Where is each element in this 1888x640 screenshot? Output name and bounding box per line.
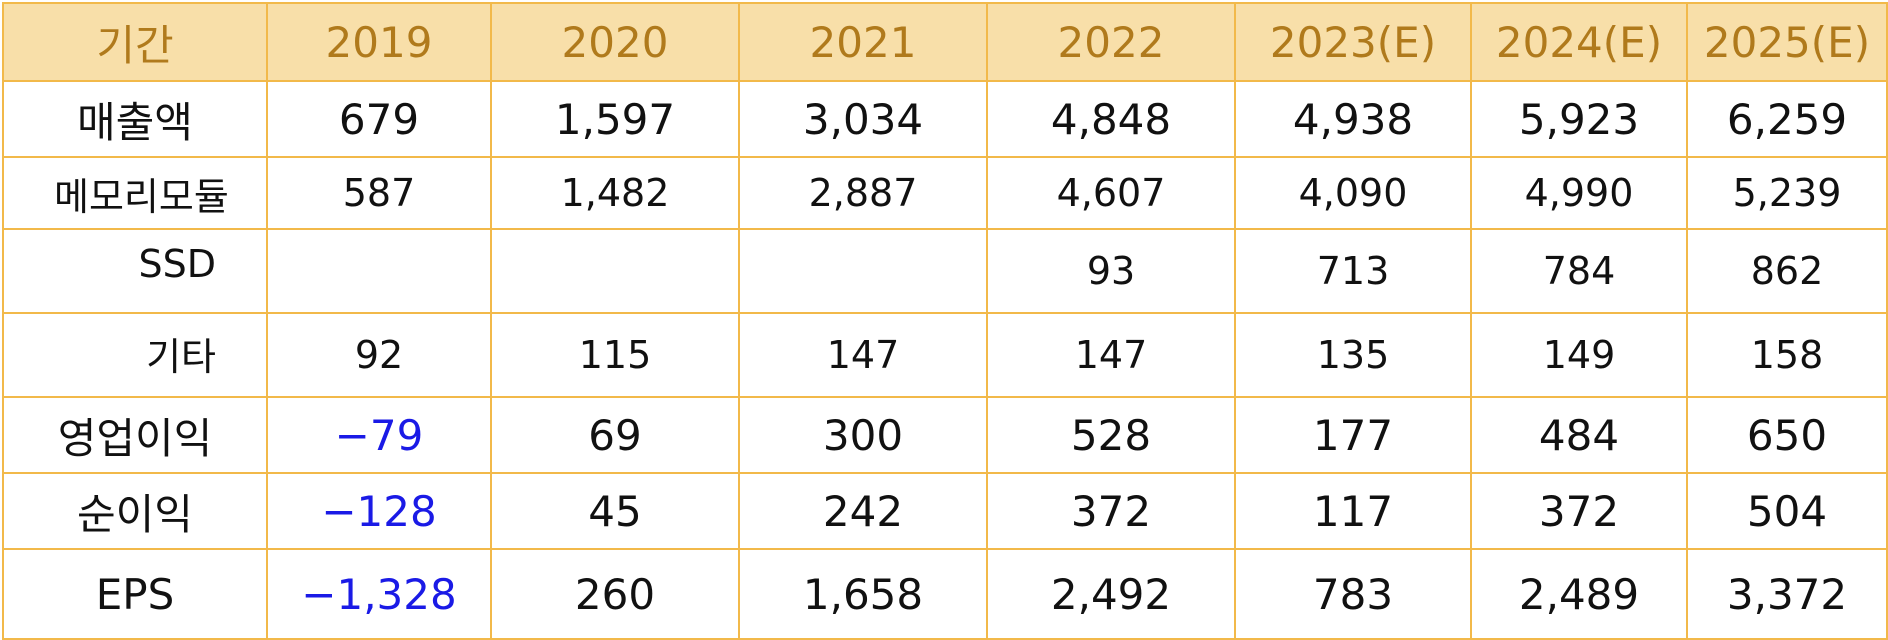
cell: 1,658 [738, 548, 988, 640]
cell-negative: −128 [266, 472, 492, 550]
cell: 4,938 [1234, 80, 1472, 158]
header-row: 기간 2019 2020 2021 2022 2023(E) 2024(E) 2… [2, 2, 1888, 82]
cell: 372 [986, 472, 1236, 550]
cell: 679 [266, 80, 492, 158]
cell: 3,034 [738, 80, 988, 158]
header-year: 2023(E) [1234, 2, 1472, 82]
cell: 784 [1470, 228, 1688, 314]
cell: 147 [986, 312, 1236, 398]
cell: 587 [266, 156, 492, 230]
cell: 92 [266, 312, 492, 398]
cell: 135 [1234, 312, 1472, 398]
row-label: 영업이익 [2, 396, 268, 474]
row-label: 메모리모듈 [2, 156, 268, 230]
cell: 177 [1234, 396, 1472, 474]
row-ssd: SSD 93 713 784 862 [2, 228, 1888, 314]
cell: 372 [1470, 472, 1688, 550]
cell: 69 [490, 396, 740, 474]
cell-negative: −1,328 [266, 548, 492, 640]
row-label: 순이익 [2, 472, 268, 550]
row-label: SSD [2, 228, 268, 314]
header-year: 2019 [266, 2, 492, 82]
cell: 2,489 [1470, 548, 1688, 640]
cell: 1,597 [490, 80, 740, 158]
cell-negative: −79 [266, 396, 492, 474]
cell: 783 [1234, 548, 1472, 640]
row-other: 기타 92 115 147 147 135 149 158 [2, 312, 1888, 398]
cell: 650 [1686, 396, 1888, 474]
cell [738, 228, 988, 314]
cell: 300 [738, 396, 988, 474]
row-operating-profit: 영업이익 −79 69 300 528 177 484 650 [2, 396, 1888, 474]
row-memory-module: 메모리모듈 587 1,482 2,887 4,607 4,090 4,990 … [2, 156, 1888, 230]
cell: 4,990 [1470, 156, 1688, 230]
cell: 2,887 [738, 156, 988, 230]
cell: 158 [1686, 312, 1888, 398]
row-eps: EPS −1,328 260 1,658 2,492 783 2,489 3,3… [2, 548, 1888, 640]
cell: 3,372 [1686, 548, 1888, 640]
row-label: 매출액 [2, 80, 268, 158]
cell [490, 228, 740, 314]
cell: 242 [738, 472, 988, 550]
row-revenue: 매출액 679 1,597 3,034 4,848 4,938 5,923 6,… [2, 80, 1888, 158]
header-year: 2024(E) [1470, 2, 1688, 82]
cell: 5,923 [1470, 80, 1688, 158]
cell: 484 [1470, 396, 1688, 474]
cell: 260 [490, 548, 740, 640]
header-year: 2025(E) [1686, 2, 1888, 82]
cell: 93 [986, 228, 1236, 314]
header-year: 2022 [986, 2, 1236, 82]
cell: 528 [986, 396, 1236, 474]
cell: 45 [490, 472, 740, 550]
cell: 6,259 [1686, 80, 1888, 158]
cell: 117 [1234, 472, 1472, 550]
header-year: 2021 [738, 2, 988, 82]
header-period: 기간 [2, 2, 268, 82]
cell: 4,090 [1234, 156, 1472, 230]
cell: 147 [738, 312, 988, 398]
row-label: 기타 [2, 312, 268, 398]
cell: 504 [1686, 472, 1888, 550]
cell [266, 228, 492, 314]
cell: 1,482 [490, 156, 740, 230]
cell: 2,492 [986, 548, 1236, 640]
cell: 4,607 [986, 156, 1236, 230]
cell: 4,848 [986, 80, 1236, 158]
row-net-income: 순이익 −128 45 242 372 117 372 504 [2, 472, 1888, 550]
cell: 5,239 [1686, 156, 1888, 230]
cell: 115 [490, 312, 740, 398]
cell: 862 [1686, 228, 1888, 314]
header-year: 2020 [490, 2, 740, 82]
cell: 149 [1470, 312, 1688, 398]
cell: 713 [1234, 228, 1472, 314]
row-label: EPS [2, 548, 268, 640]
